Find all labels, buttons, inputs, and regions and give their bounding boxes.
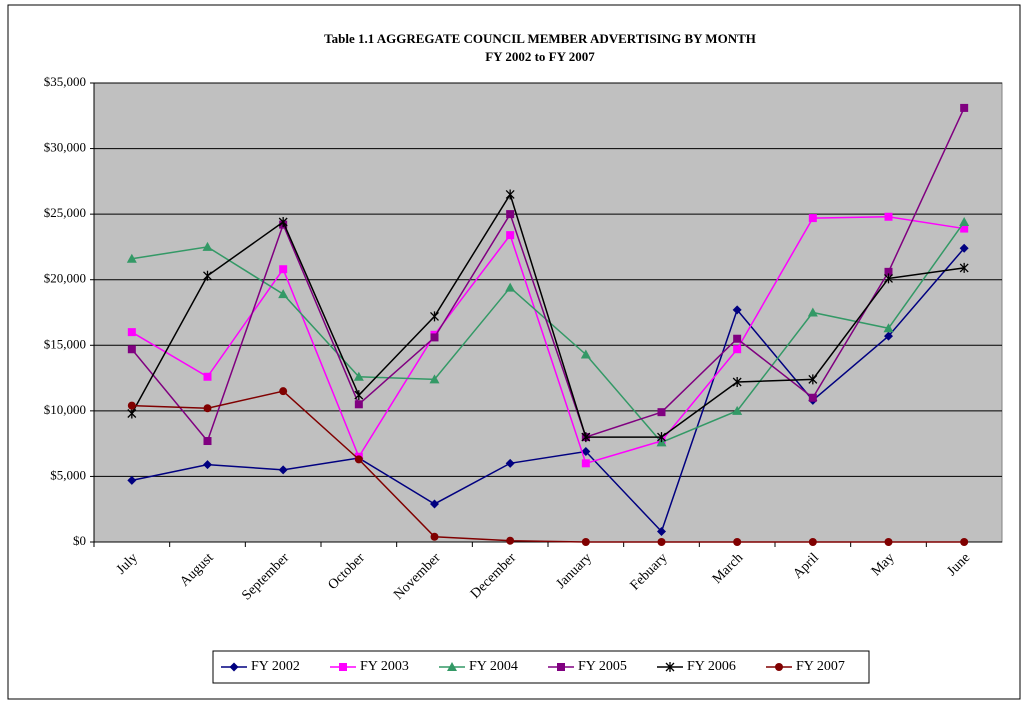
series-line [131, 247, 965, 533]
marker [959, 243, 969, 253]
marker [278, 465, 288, 475]
marker [203, 404, 212, 413]
y-tick-label: $10,000 [44, 402, 86, 417]
marker [808, 214, 817, 223]
marker [960, 538, 969, 546]
marker [732, 305, 742, 315]
marker [808, 393, 817, 402]
legend-label: FY 2003 [360, 659, 409, 674]
series-line [131, 221, 965, 444]
y-tick-label: $5,000 [50, 467, 86, 482]
legend-label: FY 2007 [796, 659, 845, 674]
marker [429, 374, 440, 384]
legend [212, 650, 870, 684]
marker [657, 408, 666, 417]
marker [506, 231, 515, 240]
marker [203, 372, 212, 381]
marker [959, 262, 969, 273]
legend-label: FY 2002 [251, 659, 300, 674]
marker [279, 387, 288, 396]
plot-area [93, 82, 1003, 543]
y-tick-label: $30,000 [44, 140, 86, 155]
series-line [131, 192, 965, 438]
legend-label: FY 2004 [469, 659, 518, 674]
marker [808, 538, 817, 546]
marker [808, 374, 818, 385]
marker [959, 217, 970, 227]
legend-label: FY 2006 [687, 659, 736, 674]
marker [883, 323, 894, 333]
y-tick-label: $25,000 [44, 205, 86, 220]
marker [657, 538, 666, 546]
series-line [131, 107, 965, 443]
marker [505, 282, 516, 292]
marker [733, 334, 742, 343]
marker [278, 217, 288, 228]
marker [581, 447, 591, 457]
marker [733, 345, 742, 354]
marker [884, 331, 893, 341]
marker [581, 432, 591, 443]
marker [557, 663, 565, 671]
marker [127, 475, 137, 485]
legend-label: FY 2005 [578, 659, 627, 674]
marker [732, 377, 742, 388]
marker [202, 241, 213, 251]
marker [127, 401, 136, 410]
marker [657, 527, 666, 537]
marker [430, 532, 439, 541]
marker [581, 459, 590, 468]
y-tick-label: $15,000 [44, 336, 86, 351]
marker [430, 499, 439, 509]
marker [506, 210, 515, 219]
marker [657, 432, 666, 443]
marker [203, 460, 212, 470]
marker [581, 538, 590, 546]
marker [505, 458, 515, 468]
marker [775, 663, 783, 671]
marker [127, 408, 137, 419]
marker [430, 311, 439, 322]
chart-subtitle: FY 2002 to FY 2007 [485, 49, 595, 64]
marker [127, 345, 136, 354]
y-tick-label: $20,000 [44, 271, 86, 286]
marker [278, 289, 289, 299]
marker [733, 538, 742, 546]
y-tick-label: $35,000 [44, 74, 86, 89]
marker [580, 349, 591, 359]
marker [353, 371, 364, 381]
marker [279, 265, 288, 274]
marker [505, 189, 515, 200]
marker [884, 538, 893, 546]
marker [447, 662, 457, 671]
marker [960, 103, 969, 112]
marker [339, 663, 347, 671]
marker [126, 253, 137, 263]
marker [203, 437, 212, 446]
marker [354, 400, 363, 409]
marker [229, 662, 239, 672]
marker [884, 212, 893, 221]
marker [732, 405, 743, 415]
y-tick-label: $0 [73, 533, 86, 548]
marker [506, 536, 515, 545]
marker [665, 662, 675, 672]
marker [884, 267, 893, 276]
marker [960, 224, 969, 233]
marker [203, 270, 212, 281]
marker [807, 307, 818, 317]
marker [884, 273, 893, 284]
marker [127, 328, 136, 337]
chart-title: Table 1.1 AGGREGATE COUNCIL MEMBER ADVER… [324, 31, 756, 46]
marker [430, 333, 439, 342]
series-line [131, 390, 965, 543]
marker [354, 455, 363, 464]
marker [354, 390, 364, 401]
